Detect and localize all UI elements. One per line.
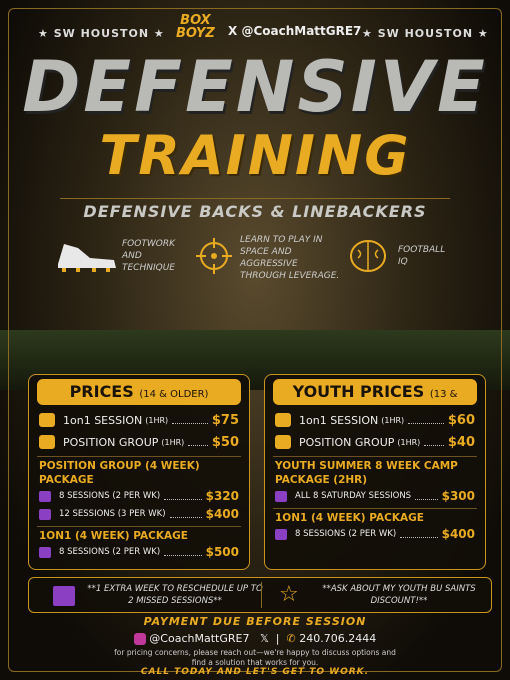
person-icon <box>275 413 291 427</box>
package-price: $320 <box>205 489 239 503</box>
brain-icon <box>350 240 386 272</box>
logo-bottom: BOYZ <box>176 26 215 41</box>
title-line1: DEFENSIVE <box>22 46 488 128</box>
leader-dots <box>164 548 202 556</box>
contact-line: @CoachMattGRE7 𝕏 | ✆ 240.706.2444 <box>0 632 510 645</box>
panel-title: PRICES <box>69 382 134 401</box>
logo: BOX BOYZ <box>176 14 215 40</box>
separator: X <box>228 24 238 38</box>
call-to-action: CALL TODAY AND LET'S GET TO WORK. <box>140 667 370 677</box>
leader-dots <box>415 492 438 500</box>
instagram-icon <box>133 633 146 645</box>
package-label: 12 SESSIONS (3 PER WK) <box>59 509 166 519</box>
package-price: $400 <box>441 527 475 541</box>
leader-dots <box>188 438 208 446</box>
leader-dots <box>400 530 438 538</box>
package-row: 8 SESSIONS (2 PER WK) $320 <box>29 487 249 505</box>
payment-note: PAYMENT DUE BEFORE SESSION <box>143 615 367 628</box>
panel-note: (13 & UNDER) <box>355 389 458 429</box>
divider <box>261 582 262 608</box>
title-line2: TRAINING <box>99 124 411 187</box>
feature-text: FOOTWORK AND TECHNIQUE <box>122 239 175 273</box>
star-icon: ☆ <box>279 582 299 607</box>
phone: 240.706.2444 <box>299 632 377 645</box>
package-title: YOUTH SUMMER 8 WEEK CAMP PACKAGE (2HR) <box>273 456 477 487</box>
package-title: 1ON1 (4 WEEK) PACKAGE <box>273 508 477 525</box>
location-left: ★ SW HOUSTON ★ <box>38 27 165 40</box>
package-title: POSITION GROUP (4 WEEK) PACKAGE <box>37 456 241 487</box>
leader-dots <box>172 416 208 424</box>
phone-icon: ✆ <box>286 632 296 645</box>
price-row: POSITION GROUP (1HR) $40 <box>265 431 485 453</box>
package-row: 8 SESSIONS (2 PER WK) $500 <box>29 543 249 561</box>
location-right: ★ SW HOUSTON ★ <box>362 27 489 40</box>
item-label: POSITION GROUP <box>63 435 159 449</box>
frame <box>8 8 502 672</box>
location-text: SW HOUSTON <box>377 27 474 40</box>
item-detail: (1HR) <box>145 415 169 425</box>
package-price: $500 <box>205 545 239 559</box>
package-label: 8 SESSIONS (2 PER WK) <box>59 547 161 557</box>
package-label: ALL 8 SATURDAY SESSIONS <box>295 491 412 501</box>
item-price: $40 <box>447 434 475 450</box>
item-label: POSITION GROUP <box>299 435 395 449</box>
item-price: $60 <box>447 412 475 428</box>
package-price: $400 <box>205 507 239 521</box>
leader-dots <box>169 510 202 518</box>
feature-text: LEARN TO PLAY IN SPACE AND AGGRESSIVE TH… <box>240 235 340 281</box>
subtitle: DEFENSIVE BACKS & LINEBACKERS <box>83 202 427 221</box>
logo-top: BOX <box>180 13 211 28</box>
package-row: 12 SESSIONS (3 PER WK) $400 <box>29 505 249 523</box>
person-icon <box>39 413 55 427</box>
handle-line: X @CoachMattGRE7 <box>228 24 361 38</box>
note-text: **ASK ABOUT MY YOUTH BU SAINTS DISCOUNT!… <box>322 584 476 606</box>
calendar-icon <box>39 508 51 520</box>
leader-dots <box>424 438 444 446</box>
feature-text: FOOTBALL IQ <box>398 245 446 267</box>
leader-dots <box>164 492 202 500</box>
calendar-icon <box>275 490 287 502</box>
leader-dots <box>408 416 444 424</box>
item-label: 1on1 SESSION <box>63 413 143 427</box>
package-title: 1ON1 (4 WEEK) PACKAGE <box>37 526 241 543</box>
panel-note: (14 & OLDER) <box>139 389 209 400</box>
handle: @CoachMattGRE7 <box>241 24 362 38</box>
calendar-icon <box>53 586 75 606</box>
price-row: 1on1 SESSION (1HR) $75 <box>29 409 249 431</box>
divider <box>60 198 450 199</box>
panel-header: PRICES (14 & OLDER) <box>37 379 241 405</box>
location-text: SW HOUSTON <box>53 27 150 40</box>
price-row: 1on1 SESSION (1HR) $60 <box>265 409 485 431</box>
pricing-message: for pricing concerns, please reach out—w… <box>114 648 396 667</box>
target-icon <box>196 238 232 274</box>
notes-box: **1 EXTRA WEEK TO RESCHEDULE UP TO 2 MIS… <box>28 577 492 613</box>
package-label: 8 SESSIONS (2 PER WK) <box>59 491 161 501</box>
package-row: 8 SESSIONS (2 PER WK) $400 <box>265 525 485 543</box>
price-panel: PRICES (14 & OLDER) 1on1 SESSION (1HR) $75 P… <box>28 374 250 570</box>
panel-header: YOUTH PRICES (13 & UNDER) <box>273 379 477 429</box>
person-icon <box>39 435 55 449</box>
package-row: ALL 8 SATURDAY SESSIONS $300 <box>265 487 485 505</box>
package-price: $300 <box>441 489 475 503</box>
person-icon <box>275 435 291 449</box>
note-text: **1 EXTRA WEEK TO RESCHEDULE UP TO 2 MIS… <box>87 584 263 606</box>
price-panel: YOUTH PRICES (13 & UNDER) 1on1 SESSION (1H… <box>264 374 486 570</box>
package-label: 8 SESSIONS (2 PER WK) <box>295 529 397 539</box>
cleat-icon <box>58 244 116 272</box>
item-label: 1on1 SESSION <box>299 413 379 427</box>
instagram-handle: @CoachMattGRE7 <box>149 632 250 645</box>
calendar-icon <box>275 528 287 540</box>
item-detail: (1HR) <box>161 437 185 447</box>
item-detail: (1HR) <box>381 415 405 425</box>
calendar-icon <box>39 546 51 558</box>
price-row: POSITION GROUP (1HR) $50 <box>29 431 249 453</box>
item-price: $75 <box>211 412 239 428</box>
item-price: $50 <box>211 434 239 450</box>
item-detail: (1HR) <box>397 437 421 447</box>
panel-title: YOUTH PRICES <box>292 382 425 401</box>
calendar-icon <box>39 490 51 502</box>
